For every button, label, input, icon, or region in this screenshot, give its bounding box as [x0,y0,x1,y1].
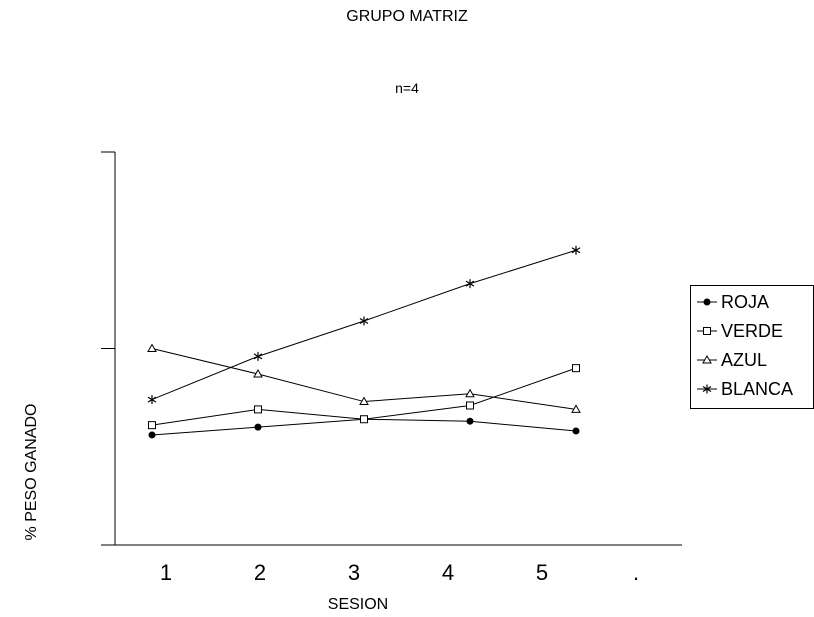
x-tick-label: 3 [348,560,360,585]
x-tick-label: 2 [254,560,266,585]
legend-symbol-roja [703,298,711,306]
chart-axes [101,151,682,546]
legend-symbol-blanca [702,384,712,394]
series-markers [147,245,581,439]
point-blanca [147,395,157,405]
legend-label: ROJA [721,291,770,312]
legend-item-blanca: BLANCA [695,377,793,401]
point-blanca [571,245,581,255]
point-blanca [359,316,369,326]
point-roja [466,417,474,425]
point-verde [360,415,368,424]
legend-marker-azul [697,354,717,364]
point-azul [253,369,263,378]
point-azul [465,388,475,398]
chart-title: GRUPO MATRIZ [346,8,468,25]
x-tick-labels: 1 2 3 4 5. [160,560,639,585]
series-lines [151,249,577,436]
point-verde [466,401,474,410]
x-tick-label: . [633,560,639,585]
point-blanca [253,351,263,361]
legend-item-verde: VERDE [695,319,783,343]
legend-marker-verde [697,327,717,335]
legend-item-roja: ROJA [695,290,769,314]
legend-symbol-azul [702,354,712,364]
legend-marker-roja [697,298,717,306]
point-verde [572,364,580,373]
point-roja [572,427,580,435]
legend-label: AZUL [721,349,768,370]
y-axis-title: % PESO GANADO [23,403,40,541]
x-axis-title: SESION [327,596,389,613]
point-verde [254,405,262,414]
point-azul [147,343,157,352]
point-azul [359,396,369,406]
point-verde [148,421,156,430]
x-tick-label: 1 [160,560,172,585]
point-roja [148,431,156,439]
x-tick-label: 4 [442,560,454,585]
legend-symbol-verde [703,327,711,335]
chart-subtitle: n=4 [395,80,419,96]
legend-label: VERDE [721,320,784,341]
legend-item-azul: AZUL [695,348,767,372]
point-azul [571,404,581,413]
point-blanca [465,279,475,289]
legend-label: BLANCA [721,378,794,399]
point-roja [254,423,262,431]
legend-marker-blanca [697,384,717,394]
x-tick-label: 5 [536,560,548,585]
chart-legend: ROJA VERDE AZUL BLANCA [690,285,814,409]
